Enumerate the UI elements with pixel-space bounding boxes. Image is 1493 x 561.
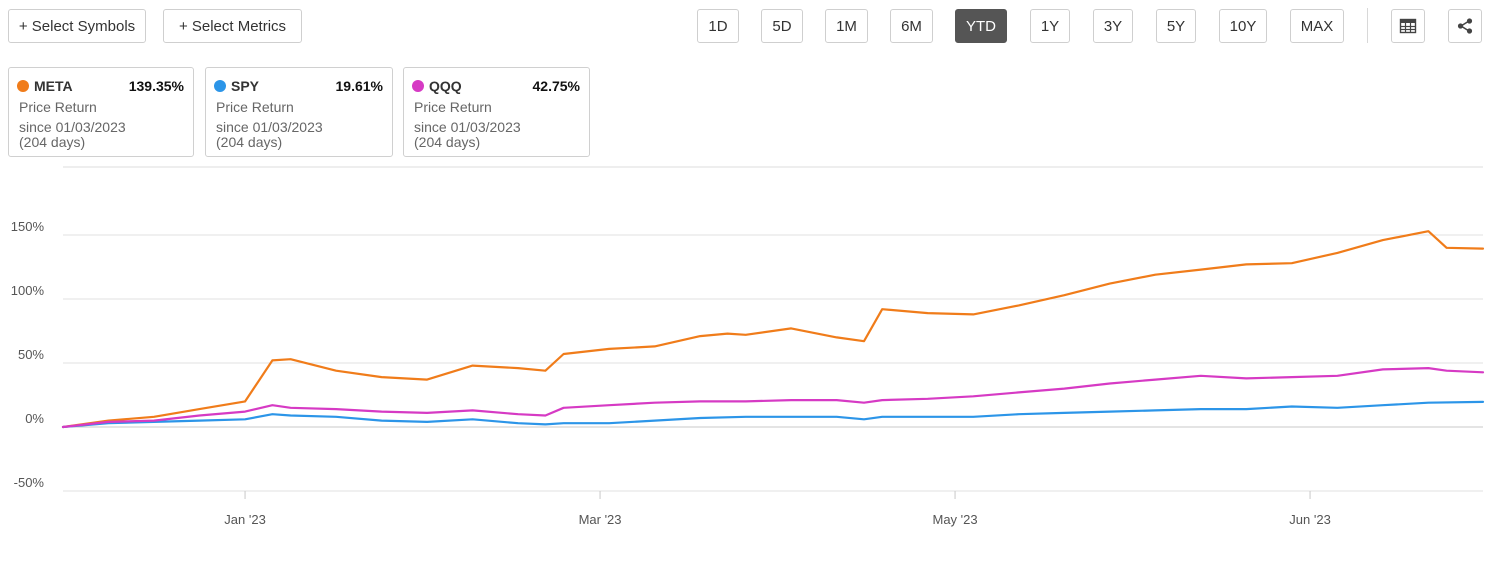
x-tick-label: May '23 (932, 512, 977, 527)
card-return: 42.75% (532, 78, 580, 94)
card-since: since 01/03/2023 (216, 119, 323, 135)
range-button-1d[interactable]: 1D (697, 9, 739, 43)
range-button-max[interactable]: MAX (1290, 9, 1344, 43)
series-line-meta (61, 230, 1485, 429)
table-icon (1399, 18, 1417, 34)
range-button-1y[interactable]: 1Y (1030, 9, 1070, 43)
symbol-card-spy[interactable]: SPY 19.61% Price Return since 01/03/2023… (205, 67, 393, 157)
range-button-5d[interactable]: 5D (761, 9, 803, 43)
y-tick-label: 100% (11, 283, 45, 298)
share-icon (1457, 18, 1473, 34)
range-button-5y[interactable]: 5Y (1156, 9, 1196, 43)
range-button-10y[interactable]: 10Y (1219, 9, 1267, 43)
meta-color-dot (17, 80, 29, 92)
card-days: (204 days) (414, 134, 481, 150)
card-return: 139.35% (128, 78, 184, 94)
table-view-button[interactable] (1391, 9, 1425, 43)
spy-color-dot (214, 80, 226, 92)
range-button-6m[interactable]: 6M (890, 9, 933, 43)
card-metric: Price Return (19, 99, 97, 115)
card-metric: Price Return (216, 99, 294, 115)
select-symbols-button[interactable]: + Select Symbols (8, 9, 146, 43)
range-button-3y[interactable]: 3Y (1093, 9, 1133, 43)
x-tick-label: Jun '23 (1289, 512, 1331, 527)
y-tick-label: 0% (25, 411, 44, 426)
symbol-card-meta[interactable]: META 139.35% Price Return since 01/03/20… (8, 67, 194, 157)
y-tick-label: 150% (11, 219, 45, 234)
select-metrics-button[interactable]: + Select Metrics (163, 9, 302, 43)
price-return-chart[interactable]: 150% 100% 50% 0% -50% Jan '23 Mar '23 May '23 Ju… (0, 160, 1493, 560)
y-tick-label: -50% (14, 475, 45, 490)
x-tick-label: Jan '23 (224, 512, 266, 527)
card-days: (204 days) (216, 134, 283, 150)
x-tick-label: Mar '23 (579, 512, 622, 527)
card-since: since 01/03/2023 (414, 119, 521, 135)
y-tick-label: 50% (18, 347, 44, 362)
card-symbol: META (34, 78, 73, 94)
card-symbol: QQQ (429, 78, 462, 94)
share-button[interactable] (1448, 9, 1482, 43)
card-metric: Price Return (414, 99, 492, 115)
card-symbol: SPY (231, 78, 260, 94)
card-since: since 01/03/2023 (19, 119, 126, 135)
range-button-ytd[interactable]: YTD (955, 9, 1007, 43)
range-button-1m[interactable]: 1M (825, 9, 868, 43)
toolbar-divider (1367, 8, 1368, 43)
series-line-spy (61, 400, 1485, 429)
symbol-card-qqq[interactable]: QQQ 42.75% Price Return since 01/03/2023… (403, 67, 590, 157)
card-days: (204 days) (19, 134, 86, 150)
qqq-color-dot (412, 80, 424, 92)
series-line-qqq (61, 367, 1485, 429)
card-return: 19.61% (335, 78, 383, 94)
